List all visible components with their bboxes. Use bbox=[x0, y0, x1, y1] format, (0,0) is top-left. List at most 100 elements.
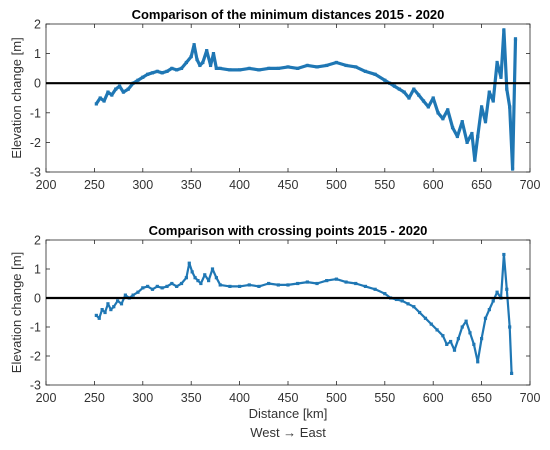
data-point bbox=[354, 281, 358, 286]
data-point bbox=[109, 308, 113, 312]
data-point bbox=[103, 310, 107, 315]
data-point bbox=[150, 71, 155, 75]
data-point bbox=[286, 65, 290, 69]
data-point bbox=[155, 69, 159, 73]
data-point bbox=[505, 87, 509, 91]
data-point bbox=[123, 293, 127, 297]
data-point bbox=[106, 90, 110, 94]
x-direction-label: West → East bbox=[250, 425, 326, 440]
x-tick-label: 250 bbox=[84, 178, 105, 192]
y-tick-label: -3 bbox=[30, 166, 41, 180]
data-point bbox=[296, 66, 300, 70]
y-tick-label: -1 bbox=[30, 106, 41, 120]
x-tick-label: 350 bbox=[181, 391, 202, 405]
data-point bbox=[112, 305, 116, 309]
data-point bbox=[179, 66, 184, 70]
data-point bbox=[508, 105, 512, 109]
y-tick-label: -2 bbox=[30, 350, 41, 364]
x-tick-label: 500 bbox=[326, 178, 347, 192]
data-point bbox=[412, 87, 416, 91]
data-point bbox=[131, 293, 135, 297]
data-point bbox=[136, 78, 140, 82]
data-point bbox=[276, 66, 280, 70]
data-point bbox=[190, 270, 194, 274]
data-point bbox=[400, 299, 404, 303]
data-point bbox=[510, 371, 514, 375]
data-point bbox=[94, 313, 98, 317]
data-point bbox=[238, 284, 242, 288]
data-point bbox=[468, 331, 472, 335]
x-tick-label: 250 bbox=[84, 391, 105, 405]
y-tick-label: -1 bbox=[30, 321, 41, 335]
data-point bbox=[406, 302, 410, 306]
x-axis-label: Distance [km] bbox=[249, 406, 328, 421]
data-point bbox=[257, 68, 261, 72]
y-tick-label: 0 bbox=[34, 292, 41, 306]
data-point bbox=[170, 66, 174, 70]
data-point bbox=[228, 68, 232, 72]
y-tick-label: 0 bbox=[34, 77, 41, 91]
data-point bbox=[126, 87, 130, 91]
data-point bbox=[436, 111, 440, 115]
data-point bbox=[418, 310, 422, 315]
data-point bbox=[193, 276, 197, 280]
data-point bbox=[184, 60, 188, 65]
data-point bbox=[407, 96, 411, 100]
data-point bbox=[476, 134, 480, 139]
data-point bbox=[449, 339, 453, 344]
data-point bbox=[203, 273, 207, 277]
data-point bbox=[472, 342, 476, 346]
data-point bbox=[238, 68, 242, 72]
data-point bbox=[267, 281, 271, 286]
data-point bbox=[170, 281, 174, 286]
data-point bbox=[441, 117, 445, 121]
data-point bbox=[452, 348, 457, 352]
data-point bbox=[286, 283, 290, 287]
data-point bbox=[446, 108, 450, 112]
data-point bbox=[344, 63, 348, 68]
data-point bbox=[431, 96, 435, 100]
data-point bbox=[97, 316, 101, 320]
data-point bbox=[305, 63, 309, 68]
data-point bbox=[421, 99, 426, 103]
x-tick-label: 400 bbox=[229, 391, 250, 405]
data-point bbox=[373, 72, 377, 76]
data-point bbox=[276, 283, 280, 287]
data-point bbox=[146, 72, 150, 76]
plot-area bbox=[45, 239, 531, 386]
data-point bbox=[363, 284, 368, 288]
data-point bbox=[155, 284, 159, 288]
data-point bbox=[141, 286, 145, 290]
y-axis-label: Elevation change [m] bbox=[9, 37, 24, 158]
data-point bbox=[412, 305, 416, 309]
data-point bbox=[195, 57, 199, 62]
data-point bbox=[383, 292, 387, 296]
data-point bbox=[315, 281, 319, 286]
data-point bbox=[397, 87, 401, 91]
data-point bbox=[201, 60, 205, 65]
data-point bbox=[426, 105, 430, 109]
data-point bbox=[441, 334, 445, 338]
data-point bbox=[305, 280, 309, 284]
data-point bbox=[102, 99, 106, 103]
data-point bbox=[175, 284, 179, 288]
data-point bbox=[491, 299, 495, 303]
data-point bbox=[315, 65, 319, 69]
data-point bbox=[192, 43, 196, 47]
data-point bbox=[402, 90, 406, 94]
data-point bbox=[445, 342, 449, 346]
data-point bbox=[205, 49, 209, 53]
chart-title: Comparison of the minimum distances 2015… bbox=[132, 7, 445, 22]
data-point bbox=[175, 68, 179, 72]
data-point bbox=[487, 90, 491, 94]
data-point bbox=[334, 60, 338, 65]
data-point bbox=[146, 284, 150, 288]
data-point bbox=[325, 63, 329, 68]
data-point bbox=[487, 308, 491, 312]
x-tick-label: 200 bbox=[36, 178, 57, 192]
data-point bbox=[150, 287, 155, 291]
data-point bbox=[165, 284, 169, 288]
data-point bbox=[476, 360, 480, 364]
data-point bbox=[502, 252, 506, 257]
